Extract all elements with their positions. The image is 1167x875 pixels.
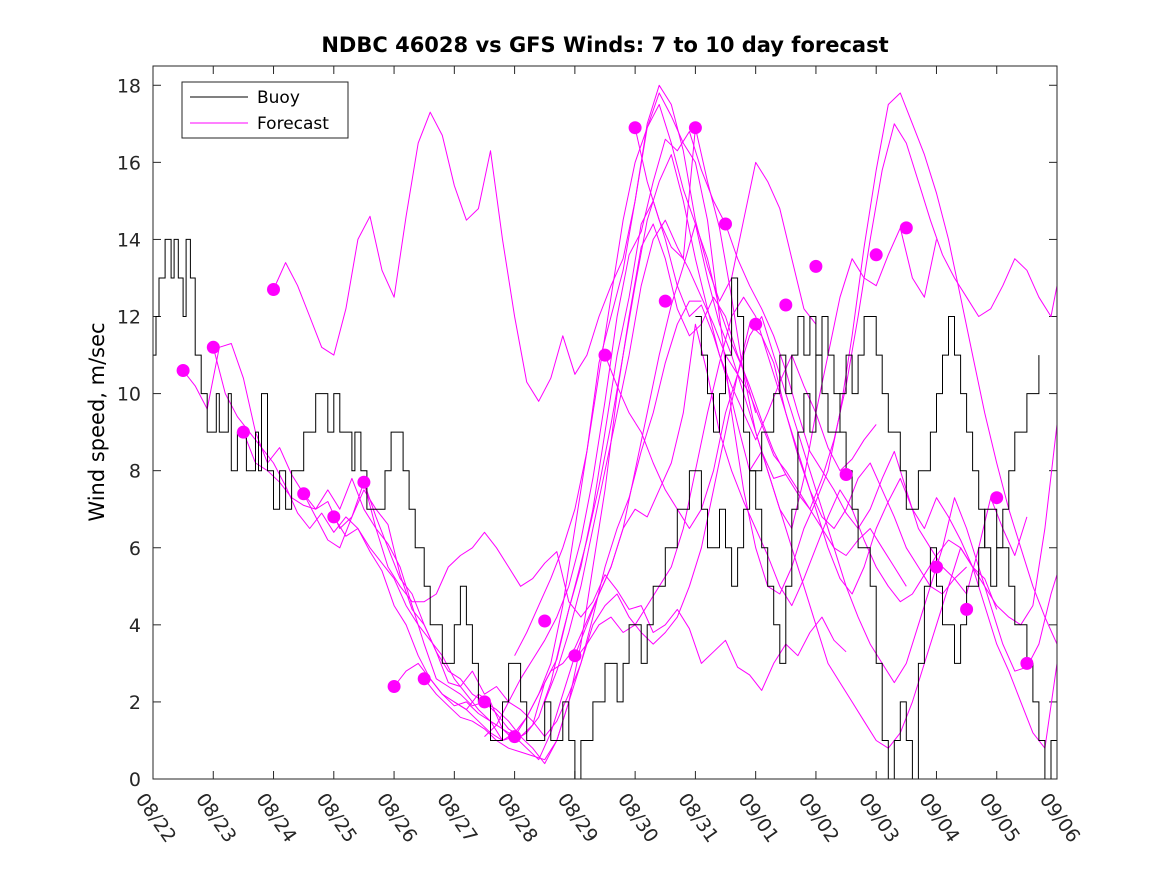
- forecast-series-group: [182, 84, 1058, 765]
- forecast-marker: [387, 680, 401, 693]
- axis-ticks: [152, 66, 1058, 780]
- forecast-marker: [206, 340, 220, 354]
- plot-border: [152, 65, 1058, 780]
- forecast-line: [182, 300, 702, 738]
- forecast-marker: [809, 259, 823, 273]
- forecast-marker: [628, 121, 642, 135]
- forecast-marker: [930, 560, 943, 574]
- legend: Buoy Forecast: [181, 81, 349, 139]
- forecast-line: [634, 127, 1058, 749]
- forecast-marker: [327, 510, 341, 524]
- legend-forecast-label: Forecast: [257, 114, 329, 134]
- y-tick-label: 12: [117, 307, 141, 329]
- forecast-marker: [719, 217, 732, 231]
- forecast-marker: [236, 425, 250, 439]
- forecast-marker: [899, 221, 913, 235]
- forecast-marker: [478, 695, 491, 709]
- forecast-marker: [990, 491, 1004, 505]
- forecast-marker: [779, 298, 793, 312]
- y-tick-label: 2: [129, 692, 141, 714]
- buoy-line-extended: [695, 277, 1040, 780]
- forecast-marker: [357, 475, 371, 489]
- forecast-line: [544, 123, 1058, 703]
- forecast-marker: [176, 364, 190, 377]
- forecast-marker: [297, 487, 311, 501]
- buoy-line: [153, 238, 1058, 780]
- y-tick-label: 8: [129, 461, 141, 483]
- y-tick-label: 6: [129, 538, 141, 560]
- forecast-marker: [869, 248, 883, 262]
- forecast-marker: [538, 614, 552, 628]
- forecast-markers-group: [176, 121, 1034, 744]
- forecast-marker: [598, 348, 612, 362]
- plot-area: [153, 66, 1057, 779]
- forecast-marker: [267, 283, 280, 296]
- forecast-marker: [839, 468, 853, 481]
- legend-buoy-label: Buoy: [257, 88, 300, 108]
- y-tick-label: 4: [129, 615, 141, 637]
- legend-box: [181, 81, 349, 139]
- y-tick-label: 16: [117, 152, 141, 174]
- forecast-marker: [508, 730, 522, 744]
- forecast-marker: [1020, 656, 1034, 670]
- buoy-series-group: [153, 238, 1058, 780]
- forecast-line: [574, 296, 1058, 660]
- y-axis-label: Wind speed, m/sec: [85, 322, 109, 521]
- forecast-marker: [417, 672, 431, 686]
- forecast-marker: [568, 649, 582, 663]
- y-tick-label: 10: [117, 384, 141, 406]
- forecast-line: [514, 92, 1058, 656]
- y-tick-labels: 0 2 4 6 8 10 12 14 16 18: [117, 75, 141, 791]
- y-tick-label: 0: [129, 769, 141, 791]
- y-tick-label: 14: [117, 229, 141, 251]
- chart-title: NDBC 46028 vs GFS Winds: 7 to 10 day for…: [321, 33, 888, 57]
- y-tick-label: 18: [117, 75, 141, 97]
- forecast-line: [604, 316, 1058, 684]
- forecast-marker: [688, 121, 702, 135]
- forecast-marker: [749, 317, 763, 331]
- forecast-line: [423, 323, 967, 761]
- forecast-line: [273, 84, 817, 402]
- forecast-marker: [960, 602, 974, 616]
- forecast-line: [454, 323, 998, 741]
- forecast-marker: [658, 294, 672, 308]
- forecast-line: [212, 104, 757, 741]
- forecast-line: [363, 223, 907, 765]
